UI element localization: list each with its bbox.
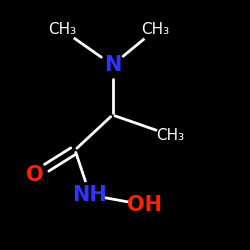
Circle shape bbox=[77, 182, 103, 208]
Text: CH₃: CH₃ bbox=[156, 128, 184, 142]
Circle shape bbox=[103, 56, 122, 74]
Circle shape bbox=[50, 17, 76, 43]
Circle shape bbox=[26, 166, 44, 184]
Text: OH: OH bbox=[128, 195, 162, 215]
Circle shape bbox=[132, 192, 158, 218]
Text: O: O bbox=[26, 165, 44, 185]
Circle shape bbox=[157, 122, 183, 148]
Text: CH₃: CH₃ bbox=[141, 22, 169, 38]
Circle shape bbox=[142, 17, 168, 43]
Text: CH₃: CH₃ bbox=[48, 22, 76, 38]
Text: N: N bbox=[104, 55, 121, 75]
Text: NH: NH bbox=[72, 185, 108, 205]
